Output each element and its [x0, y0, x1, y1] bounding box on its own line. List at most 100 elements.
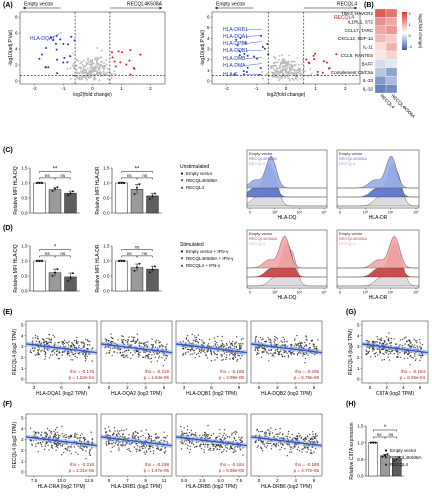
scatter-point — [270, 448, 273, 450]
scatter-point — [128, 434, 130, 436]
scatter-point — [280, 340, 282, 342]
scatter-point — [309, 438, 312, 440]
x-tick-label: 7 — [126, 478, 129, 483]
scatter-point — [135, 340, 137, 343]
data-point-ns — [87, 59, 89, 62]
data-point-ns — [292, 60, 295, 63]
data-point-ns — [285, 71, 288, 74]
x-axis-label: HLA-DR — [369, 295, 388, 301]
rho-label: rho = -0.198 — [145, 462, 170, 467]
scatter-point — [135, 448, 137, 450]
scatter-point — [289, 451, 291, 453]
rho-label: rho = -0.206 — [295, 369, 320, 374]
scatter-point — [390, 341, 393, 343]
data-point-ns — [273, 71, 276, 74]
scatter-point — [188, 348, 190, 351]
data-point-ns — [281, 54, 283, 56]
sig-label: ns — [60, 173, 66, 178]
scatter-point — [240, 338, 243, 341]
scatter-point — [133, 437, 135, 439]
scatter-point — [256, 352, 258, 354]
x-tick-label: 2 — [385, 385, 388, 390]
scatter-point — [294, 343, 297, 345]
data-point-ns — [284, 69, 287, 71]
scatter-point — [85, 353, 87, 356]
y-tick-label: 5 — [357, 323, 360, 328]
scatter-point — [294, 338, 296, 340]
scatter-point — [285, 435, 287, 437]
scatter-point — [262, 441, 264, 443]
scatter-point — [132, 432, 135, 434]
scatter-point — [32, 350, 35, 352]
data-point — [38, 259, 41, 263]
scatter-point — [387, 353, 390, 355]
scatter-point — [409, 355, 412, 357]
scatter-point — [127, 343, 129, 345]
scatter-point — [263, 432, 266, 434]
p-value-label: p = 1.64e-06 — [144, 375, 170, 380]
data-point-down — [59, 38, 62, 41]
heatmap-cell — [385, 25, 398, 35]
y-tick-label: 0 — [207, 79, 210, 84]
data-point-ns — [281, 65, 284, 68]
group-label-left: Empty vector — [24, 2, 54, 8]
scatter-point — [189, 448, 192, 450]
scatter-point — [57, 342, 59, 344]
scatter-point — [193, 350, 195, 352]
scatter-point — [109, 347, 112, 349]
data-point-ns — [69, 67, 72, 70]
scatter-point — [234, 430, 237, 433]
x-tick-label: 6 — [313, 385, 316, 390]
scatter-point — [166, 355, 168, 357]
scatter-point — [397, 351, 399, 353]
data-point-ns — [294, 70, 296, 72]
heatmap-row-label: BAFF — [361, 61, 373, 66]
scatter-point — [187, 444, 189, 447]
legend-marker — [180, 186, 184, 189]
data-point-ns — [301, 73, 304, 76]
scatter-point — [147, 345, 149, 347]
data-point-ns — [288, 78, 291, 80]
scatter-point — [34, 334, 37, 337]
y-tick-label: 0 — [21, 470, 24, 475]
data-point-ns — [303, 66, 305, 68]
data-point-ns — [76, 72, 79, 75]
data-point-ns — [295, 73, 298, 76]
scatter-point — [44, 358, 46, 360]
scatter-point — [72, 343, 75, 346]
data-point-ns — [271, 65, 274, 67]
scatter-point — [186, 432, 188, 434]
histogram-hla-dr-stim — [337, 242, 419, 278]
panel-label: (E) — [3, 309, 12, 316]
scatter-point — [307, 354, 309, 356]
scatter-point — [238, 436, 240, 438]
data-point-down — [238, 54, 241, 57]
x-tick-label: 10⁵ — [321, 291, 327, 295]
scatter-point — [139, 351, 141, 353]
data-point — [56, 268, 59, 271]
scatter-point — [304, 341, 306, 344]
scatter-point — [275, 445, 277, 448]
scatter-point — [184, 432, 186, 435]
data-point-down — [256, 57, 259, 60]
data-point-ns — [100, 71, 102, 74]
scatter-point — [387, 356, 389, 358]
data-point-ns — [291, 68, 294, 71]
scatter-point — [286, 340, 288, 343]
scatter-point — [45, 432, 48, 434]
scatter-point — [277, 435, 279, 438]
scatter-point — [122, 444, 124, 446]
x-tick-label: 9 — [88, 385, 91, 390]
scatter-point — [143, 343, 145, 346]
arrow-head — [23, 6, 26, 10]
data-point-ns — [91, 64, 94, 66]
scatter-point — [198, 338, 201, 341]
y-tick-label: 1.5 — [21, 244, 28, 249]
data-point-down — [55, 48, 58, 51]
scatter-point — [219, 438, 221, 440]
scatter-point — [258, 352, 260, 355]
scatter-point — [422, 354, 424, 357]
scatter-point — [56, 350, 58, 352]
data-point-ns — [93, 78, 96, 81]
data-point-ns — [103, 66, 106, 69]
